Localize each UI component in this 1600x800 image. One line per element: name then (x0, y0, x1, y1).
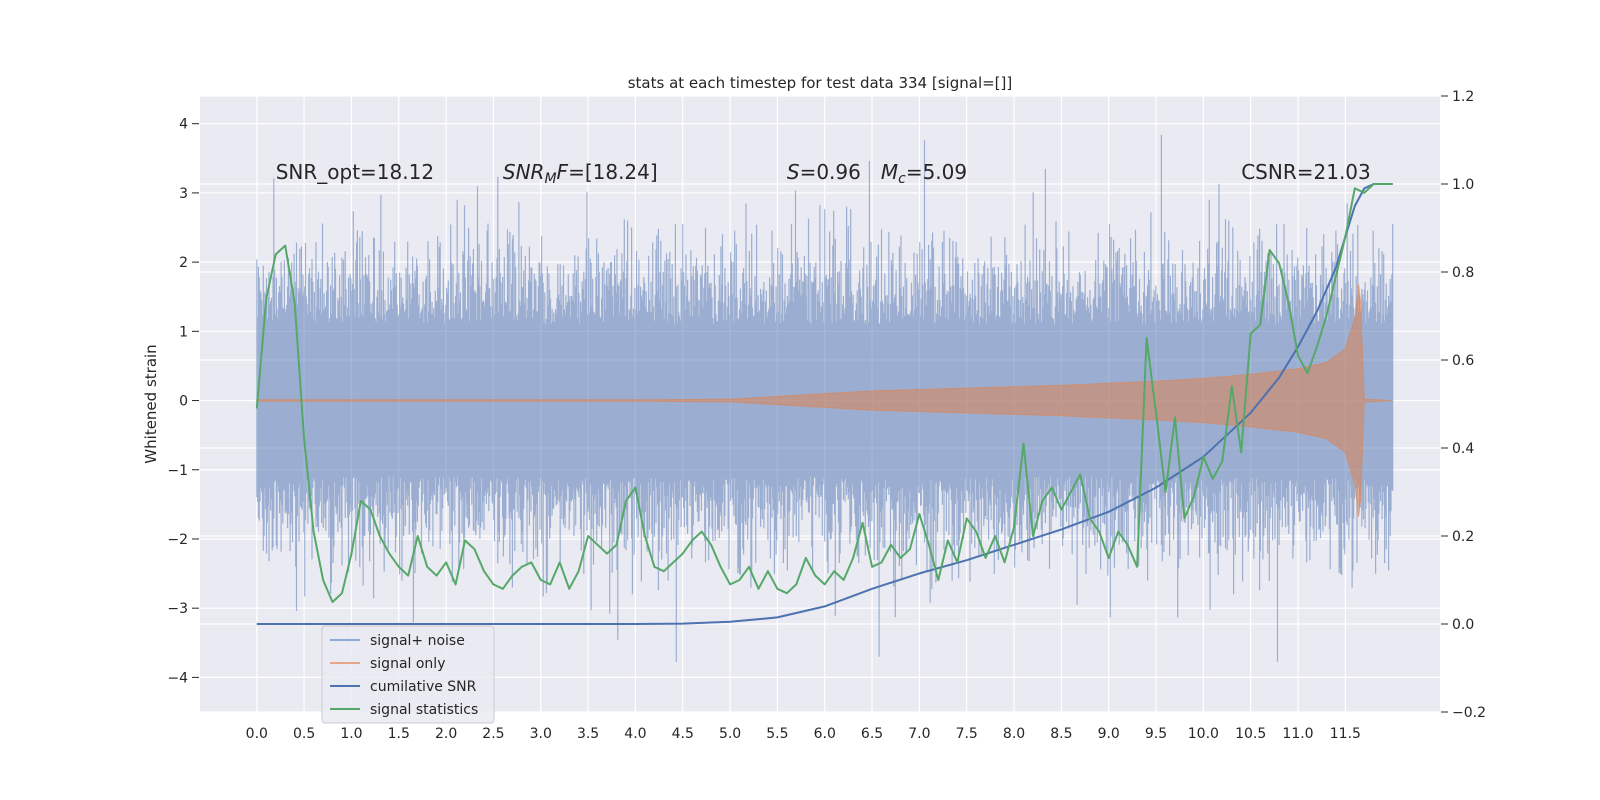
legend-label-signal: signal only (370, 656, 445, 672)
x-tick-label: 1.0 (340, 726, 362, 742)
x-tick-label: 2.0 (435, 726, 457, 742)
legend-label-signal-statistics: signal statistics (370, 702, 478, 718)
x-tick-label: 0.0 (246, 726, 268, 742)
x-tick-label: 3.0 (530, 726, 552, 742)
line-series (255, 183, 1393, 625)
annotation-s-mc: S=0.96 Mc=5.09 (787, 160, 967, 187)
y-tick-label: 0 (179, 394, 188, 410)
x-tick-label: 11.0 (1282, 726, 1313, 742)
y-tick-label: 3 (179, 186, 188, 202)
x-tick-label: 11.5 (1330, 726, 1361, 742)
x-tick-label: 3.5 (577, 726, 599, 742)
legend-box (321, 625, 495, 724)
signal-envelope (256, 284, 1393, 517)
x-tick-label: 10.0 (1188, 726, 1219, 742)
y-tick-label: −1 (167, 463, 188, 479)
x-tick-label: 7.0 (908, 726, 930, 742)
x-tick-label: 6.0 (814, 726, 836, 742)
x-tick-label: 8.0 (1003, 726, 1025, 742)
x-axis-ticks: 0.0 0.5 1.0 1.5 2.0 2.5 3.0 3.5 4.0 4.5 5.0 5.5 6.0 6… (246, 726, 1361, 742)
annotation-snr-mf: SNRMF=[18.24] (503, 160, 658, 187)
x-tick-label: 7.5 (956, 726, 978, 742)
x-tick-label: 8.5 (1050, 726, 1072, 742)
y-tick-label: −3 (167, 601, 188, 617)
x-tick-label: 4.0 (624, 726, 646, 742)
y2-tick-label: 0.0 (1452, 617, 1474, 633)
y2-tick-label: 0.6 (1452, 353, 1474, 369)
y2-tick-label: 1.2 (1452, 89, 1474, 105)
x-tick-label: 9.5 (1145, 726, 1167, 742)
annotation-csnr: CSNR=21.03 (1241, 160, 1371, 184)
x-tick-label: 9.0 (1098, 726, 1120, 742)
x-tick-label: 5.0 (719, 726, 741, 742)
y2-tick-label: −0.2 (1452, 705, 1486, 721)
x-tick-label: 5.5 (766, 726, 788, 742)
x-tick-label: 1.5 (388, 726, 410, 742)
y-tick-label: 1 (179, 324, 188, 340)
y2-tick-label: 0.8 (1452, 265, 1474, 281)
right-axis-ticks: −0.2 0.0 0.2 0.4 0.6 0.8 1.0 1.2 (1441, 89, 1486, 721)
y2-tick-label: 0.2 (1452, 529, 1474, 545)
signal-only-series (256, 284, 1393, 517)
y-axis-ticks: −4 −3 −2 −1 0 1 2 3 4 (167, 117, 199, 686)
x-tick-label: 2.5 (482, 726, 504, 742)
x-tick-label: 0.5 (293, 726, 315, 742)
legend-label-noise: signal+ noise (370, 633, 465, 649)
y2-tick-label: 1.0 (1452, 177, 1474, 193)
x-tick-label: 6.5 (861, 726, 883, 742)
x-tick-label: 10.5 (1235, 726, 1266, 742)
signal-statistics-line (255, 183, 1393, 603)
y-tick-label: 4 (179, 117, 188, 133)
y-tick-label: −2 (167, 532, 188, 548)
annotation-snr-opt: SNR_opt=18.12 (276, 160, 434, 184)
y2-tick-label: 0.4 (1452, 441, 1474, 457)
annotations: SNR_opt=18.12 SNRMF=[18.24] S=0.96 Mc=5.09… (276, 160, 1371, 187)
y-tick-label: −4 (167, 670, 188, 686)
y-tick-label: 2 (179, 255, 188, 271)
y-axis-label: Whitened strain (142, 344, 160, 463)
legend-label-cumulative-snr: cumilative SNR (370, 679, 477, 695)
chart-title: stats at each timestep for test data 334… (628, 74, 1013, 92)
legend: signal+ noise signal only cumilative SNR… (321, 625, 495, 724)
x-tick-label: 4.5 (672, 726, 694, 742)
